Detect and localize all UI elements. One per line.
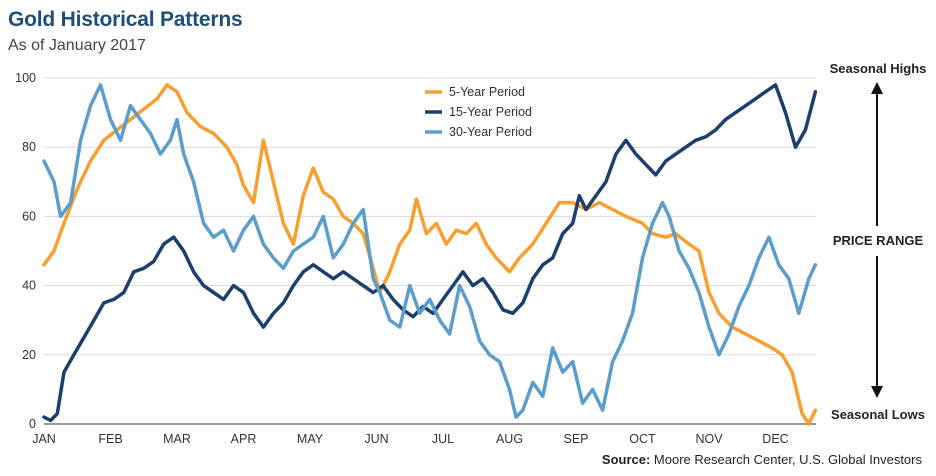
- y-tick-label: 20: [22, 348, 36, 362]
- legend: 5-Year Period 15-Year Period 30-Year Perio…: [425, 85, 532, 139]
- arrow-up-icon: [871, 82, 883, 94]
- x-tick-label: SEP: [563, 432, 588, 446]
- price-range-label: PRICE RANGE: [833, 233, 924, 248]
- series-line: [42, 83, 818, 419]
- arrow-down-icon: [871, 386, 883, 398]
- series-line: [42, 83, 818, 426]
- source-note: Source: Moore Research Center, U.S. Glob…: [602, 452, 922, 467]
- source-prefix: Source:: [601, 452, 651, 467]
- chart-subtitle: As of January 2017: [8, 37, 146, 54]
- y-tick-label: 40: [22, 279, 36, 293]
- x-tick-label: OCT: [629, 432, 656, 446]
- x-tick-label: AUG: [496, 432, 523, 446]
- y-tick-label: 0: [29, 417, 36, 431]
- seasonal-lows-label: Seasonal Lows: [831, 407, 925, 422]
- x-tick-label: MAY: [297, 432, 324, 446]
- legend-label: 5-Year Period: [449, 85, 525, 99]
- x-tick-label: JAN: [32, 432, 56, 446]
- x-tick-label: MAR: [163, 432, 191, 446]
- y-tick-label: 60: [22, 209, 36, 223]
- x-tick-label: APR: [231, 432, 257, 446]
- x-tick-label: DEC: [762, 432, 788, 446]
- y-tick-label: 100: [15, 71, 36, 85]
- x-tick-label: FEB: [98, 432, 122, 446]
- y-tick-label: 80: [22, 140, 36, 154]
- grid-lines: [44, 77, 816, 356]
- legend-label: 15-Year Period: [449, 105, 532, 119]
- series-line: [42, 83, 818, 423]
- chart-title: Gold Historical Patterns: [8, 8, 243, 31]
- seasonal-highs-label: Seasonal Highs: [830, 61, 927, 76]
- x-tick-label: JUL: [432, 432, 454, 446]
- legend-label: 30-Year Period: [449, 125, 532, 139]
- price-range-indicator: Seasonal Highs PRICE RANGE Seasonal Lows: [830, 61, 927, 422]
- x-tick-label: JUN: [364, 432, 388, 446]
- y-axis-ticks: 0 20 40 60 80 100: [15, 71, 36, 431]
- x-tick-label: NOV: [695, 432, 723, 446]
- series-lines: [42, 83, 818, 426]
- source-text: Moore Research Center, U.S. Global Inves…: [650, 452, 922, 467]
- x-axis-ticks: JAN FEB MAR APR MAY JUN JUL AUG SEP OCT NOV DEC: [32, 432, 789, 446]
